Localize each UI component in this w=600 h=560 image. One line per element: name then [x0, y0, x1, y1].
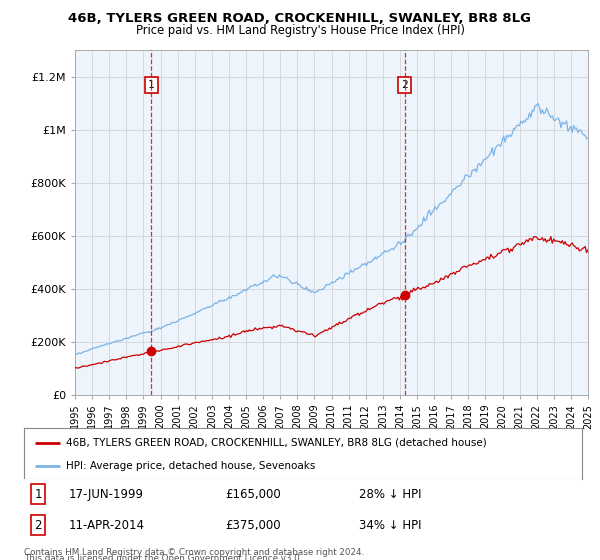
Text: £165,000: £165,000 [225, 488, 281, 501]
Text: 34% ↓ HPI: 34% ↓ HPI [359, 519, 421, 531]
Text: 1: 1 [148, 80, 155, 90]
Text: HPI: Average price, detached house, Sevenoaks: HPI: Average price, detached house, Seve… [66, 461, 315, 471]
Text: £375,000: £375,000 [225, 519, 281, 531]
Text: 2: 2 [401, 80, 408, 90]
Text: 28% ↓ HPI: 28% ↓ HPI [359, 488, 421, 501]
Text: 46B, TYLERS GREEN ROAD, CROCKENHILL, SWANLEY, BR8 8LG (detached house): 46B, TYLERS GREEN ROAD, CROCKENHILL, SWA… [66, 437, 487, 447]
Text: 17-JUN-1999: 17-JUN-1999 [68, 488, 143, 501]
Text: This data is licensed under the Open Government Licence v3.0.: This data is licensed under the Open Gov… [24, 554, 302, 560]
Bar [151, 50, 404, 395]
Text: 1: 1 [34, 488, 42, 501]
Text: 46B, TYLERS GREEN ROAD, CROCKENHILL, SWANLEY, BR8 8LG: 46B, TYLERS GREEN ROAD, CROCKENHILL, SWA… [68, 12, 532, 25]
Text: Contains HM Land Registry data © Crown copyright and database right 2024.: Contains HM Land Registry data © Crown c… [24, 548, 364, 557]
Text: 2: 2 [34, 519, 42, 531]
Text: 11-APR-2014: 11-APR-2014 [68, 519, 145, 531]
Text: Price paid vs. HM Land Registry's House Price Index (HPI): Price paid vs. HM Land Registry's House … [136, 24, 464, 36]
